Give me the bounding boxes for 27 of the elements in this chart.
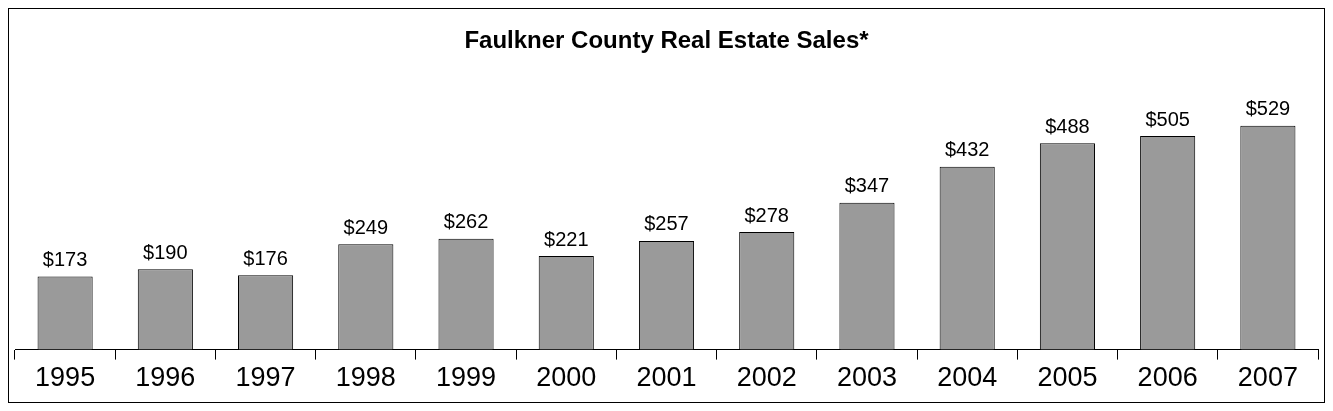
x-tick-label: 1997 <box>235 362 296 393</box>
x-tick-label: 1998 <box>335 362 396 393</box>
data-label: $488 <box>1045 114 1090 137</box>
x-tick-label: 1996 <box>135 362 196 393</box>
x-tick-label: 1999 <box>436 362 497 393</box>
data-label: $505 <box>1145 107 1190 130</box>
x-tick-label: 2000 <box>536 362 597 393</box>
x-tick-label: 2005 <box>1037 362 1098 393</box>
data-label: $347 <box>844 174 890 197</box>
x-tick-label: 2006 <box>1137 362 1198 393</box>
data-label: $432 <box>944 138 990 161</box>
data-label: $278 <box>744 203 789 226</box>
x-tick-label: 2001 <box>636 362 697 393</box>
data-label: $176 <box>243 246 288 269</box>
x-tick-label: 1995 <box>35 362 96 393</box>
data-label: $262 <box>443 210 489 233</box>
data-label: $249 <box>343 215 389 238</box>
x-tick-label: 2003 <box>836 362 897 393</box>
x-tick-label: 2002 <box>736 362 797 393</box>
data-label: $221 <box>544 227 589 250</box>
x-tick-label: 2007 <box>1237 362 1298 393</box>
data-label: $257 <box>644 212 689 235</box>
x-tick-label: 2004 <box>937 362 998 393</box>
data-label: $173 <box>42 247 88 270</box>
chart-title: Faulkner County Real Estate Sales* <box>464 26 870 54</box>
data-label: $190 <box>143 240 188 263</box>
data-label: $529 <box>1245 97 1291 120</box>
